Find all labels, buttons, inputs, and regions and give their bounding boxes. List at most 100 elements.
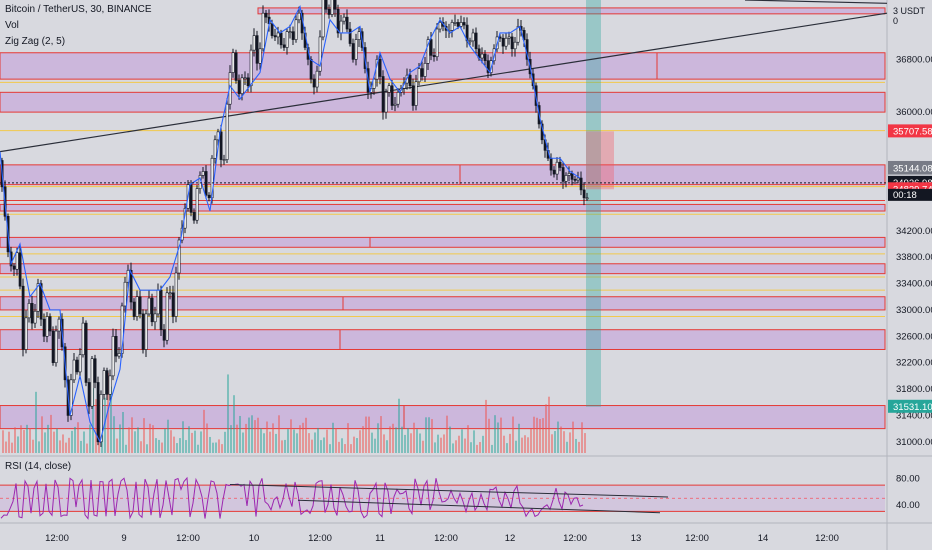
candle <box>225 103 229 160</box>
volume-bar <box>161 442 163 453</box>
volume-bar <box>356 438 358 453</box>
price-tick-label: 36800.00 <box>896 54 932 65</box>
time-tick-label: 12:00 <box>308 533 332 544</box>
volume-bar <box>305 417 307 453</box>
candle <box>108 375 112 395</box>
volume-bar <box>518 423 520 453</box>
volume-bar <box>134 431 136 453</box>
volume-bar <box>215 442 217 453</box>
volume-bar <box>395 427 397 453</box>
volume-bar <box>494 415 496 453</box>
countdown-box <box>888 188 932 201</box>
volume-bar <box>227 374 229 453</box>
candle <box>132 301 136 317</box>
volume-bar <box>581 422 583 453</box>
volume-bar <box>59 440 61 453</box>
volume-bar <box>149 423 151 453</box>
volume-bar <box>260 428 262 453</box>
volume-bar <box>425 417 427 453</box>
candle <box>246 77 250 87</box>
volume-bar <box>347 423 349 453</box>
candle <box>345 16 349 30</box>
volume-bar <box>563 431 565 453</box>
volume-bar <box>185 440 187 453</box>
candle <box>114 336 118 357</box>
volume-bar <box>137 427 139 453</box>
vol-indicator-label[interactable]: Vol <box>5 20 19 31</box>
volume-bar <box>473 430 475 453</box>
symbol-title[interactable]: Bitcoin / TetherUS, 30, BINANCE <box>5 4 152 15</box>
volume-bar <box>296 433 298 453</box>
candle <box>231 52 235 73</box>
volume-bar <box>428 417 430 453</box>
volume-bar <box>533 416 535 453</box>
candle <box>42 318 46 337</box>
candle <box>516 26 520 43</box>
candle <box>453 22 457 24</box>
candle <box>213 139 217 159</box>
volume-bar <box>281 440 283 453</box>
support-resistance-zone <box>0 296 886 311</box>
volume-bar <box>323 437 325 453</box>
price-tick-label: 34200.00 <box>896 226 932 237</box>
candle <box>99 394 103 443</box>
candle <box>201 171 205 176</box>
candle <box>291 31 295 40</box>
candle <box>84 322 88 383</box>
volume-bar <box>317 427 319 453</box>
candle <box>15 252 19 270</box>
candle <box>75 359 79 373</box>
candle <box>162 329 166 341</box>
candle <box>504 37 508 47</box>
volume-bar <box>437 434 439 453</box>
zigzag-indicator-label[interactable]: Zig Zag (2, 5) <box>5 36 66 47</box>
candle <box>417 68 421 83</box>
time-tick-label: 12:00 <box>176 533 200 544</box>
volume-bar <box>56 428 58 453</box>
candle <box>78 354 82 373</box>
price-tick-label: 33000.00 <box>896 305 932 316</box>
volume-bar <box>407 427 409 453</box>
volume-bar <box>542 418 544 453</box>
volume-bar <box>176 443 178 453</box>
volume-bar <box>152 425 154 453</box>
candle <box>138 296 142 315</box>
candle <box>249 49 253 87</box>
volume-bar <box>116 438 118 453</box>
volume-bar <box>398 398 400 453</box>
candle <box>219 131 223 160</box>
volume-bar <box>359 430 361 453</box>
volume-bar <box>434 442 436 453</box>
volume-bar <box>341 438 343 453</box>
candle <box>123 281 127 307</box>
zigzag-line <box>0 4 581 444</box>
volume-bar <box>362 426 364 453</box>
volume-bar <box>17 436 19 453</box>
rsi-tick-label: 80.00 <box>896 474 920 485</box>
candle <box>378 59 382 77</box>
volume-bar <box>197 444 199 453</box>
candle <box>21 285 25 350</box>
volume-bar <box>515 440 517 453</box>
volume-bar <box>164 428 166 453</box>
time-tick-label: 12 <box>505 533 516 544</box>
volume-bar <box>365 416 367 453</box>
candle <box>36 283 40 312</box>
volume-bar <box>104 397 106 453</box>
currency-label: 3 USDT 0 <box>893 6 932 26</box>
volume-bar <box>2 430 4 453</box>
volume-bar <box>560 426 562 453</box>
time-tick-label: 12:00 <box>563 533 587 544</box>
candle <box>573 179 577 181</box>
candle <box>372 78 376 89</box>
support-resistance-zone <box>0 91 886 113</box>
rsi-line <box>0 476 584 520</box>
volume-bar <box>41 416 43 453</box>
volume-bar <box>251 415 253 453</box>
rsi-indicator-label[interactable]: RSI (14, close) <box>5 461 72 472</box>
volume-bar <box>575 438 577 453</box>
candle <box>435 28 439 58</box>
candle <box>414 81 418 106</box>
candle <box>357 31 361 40</box>
